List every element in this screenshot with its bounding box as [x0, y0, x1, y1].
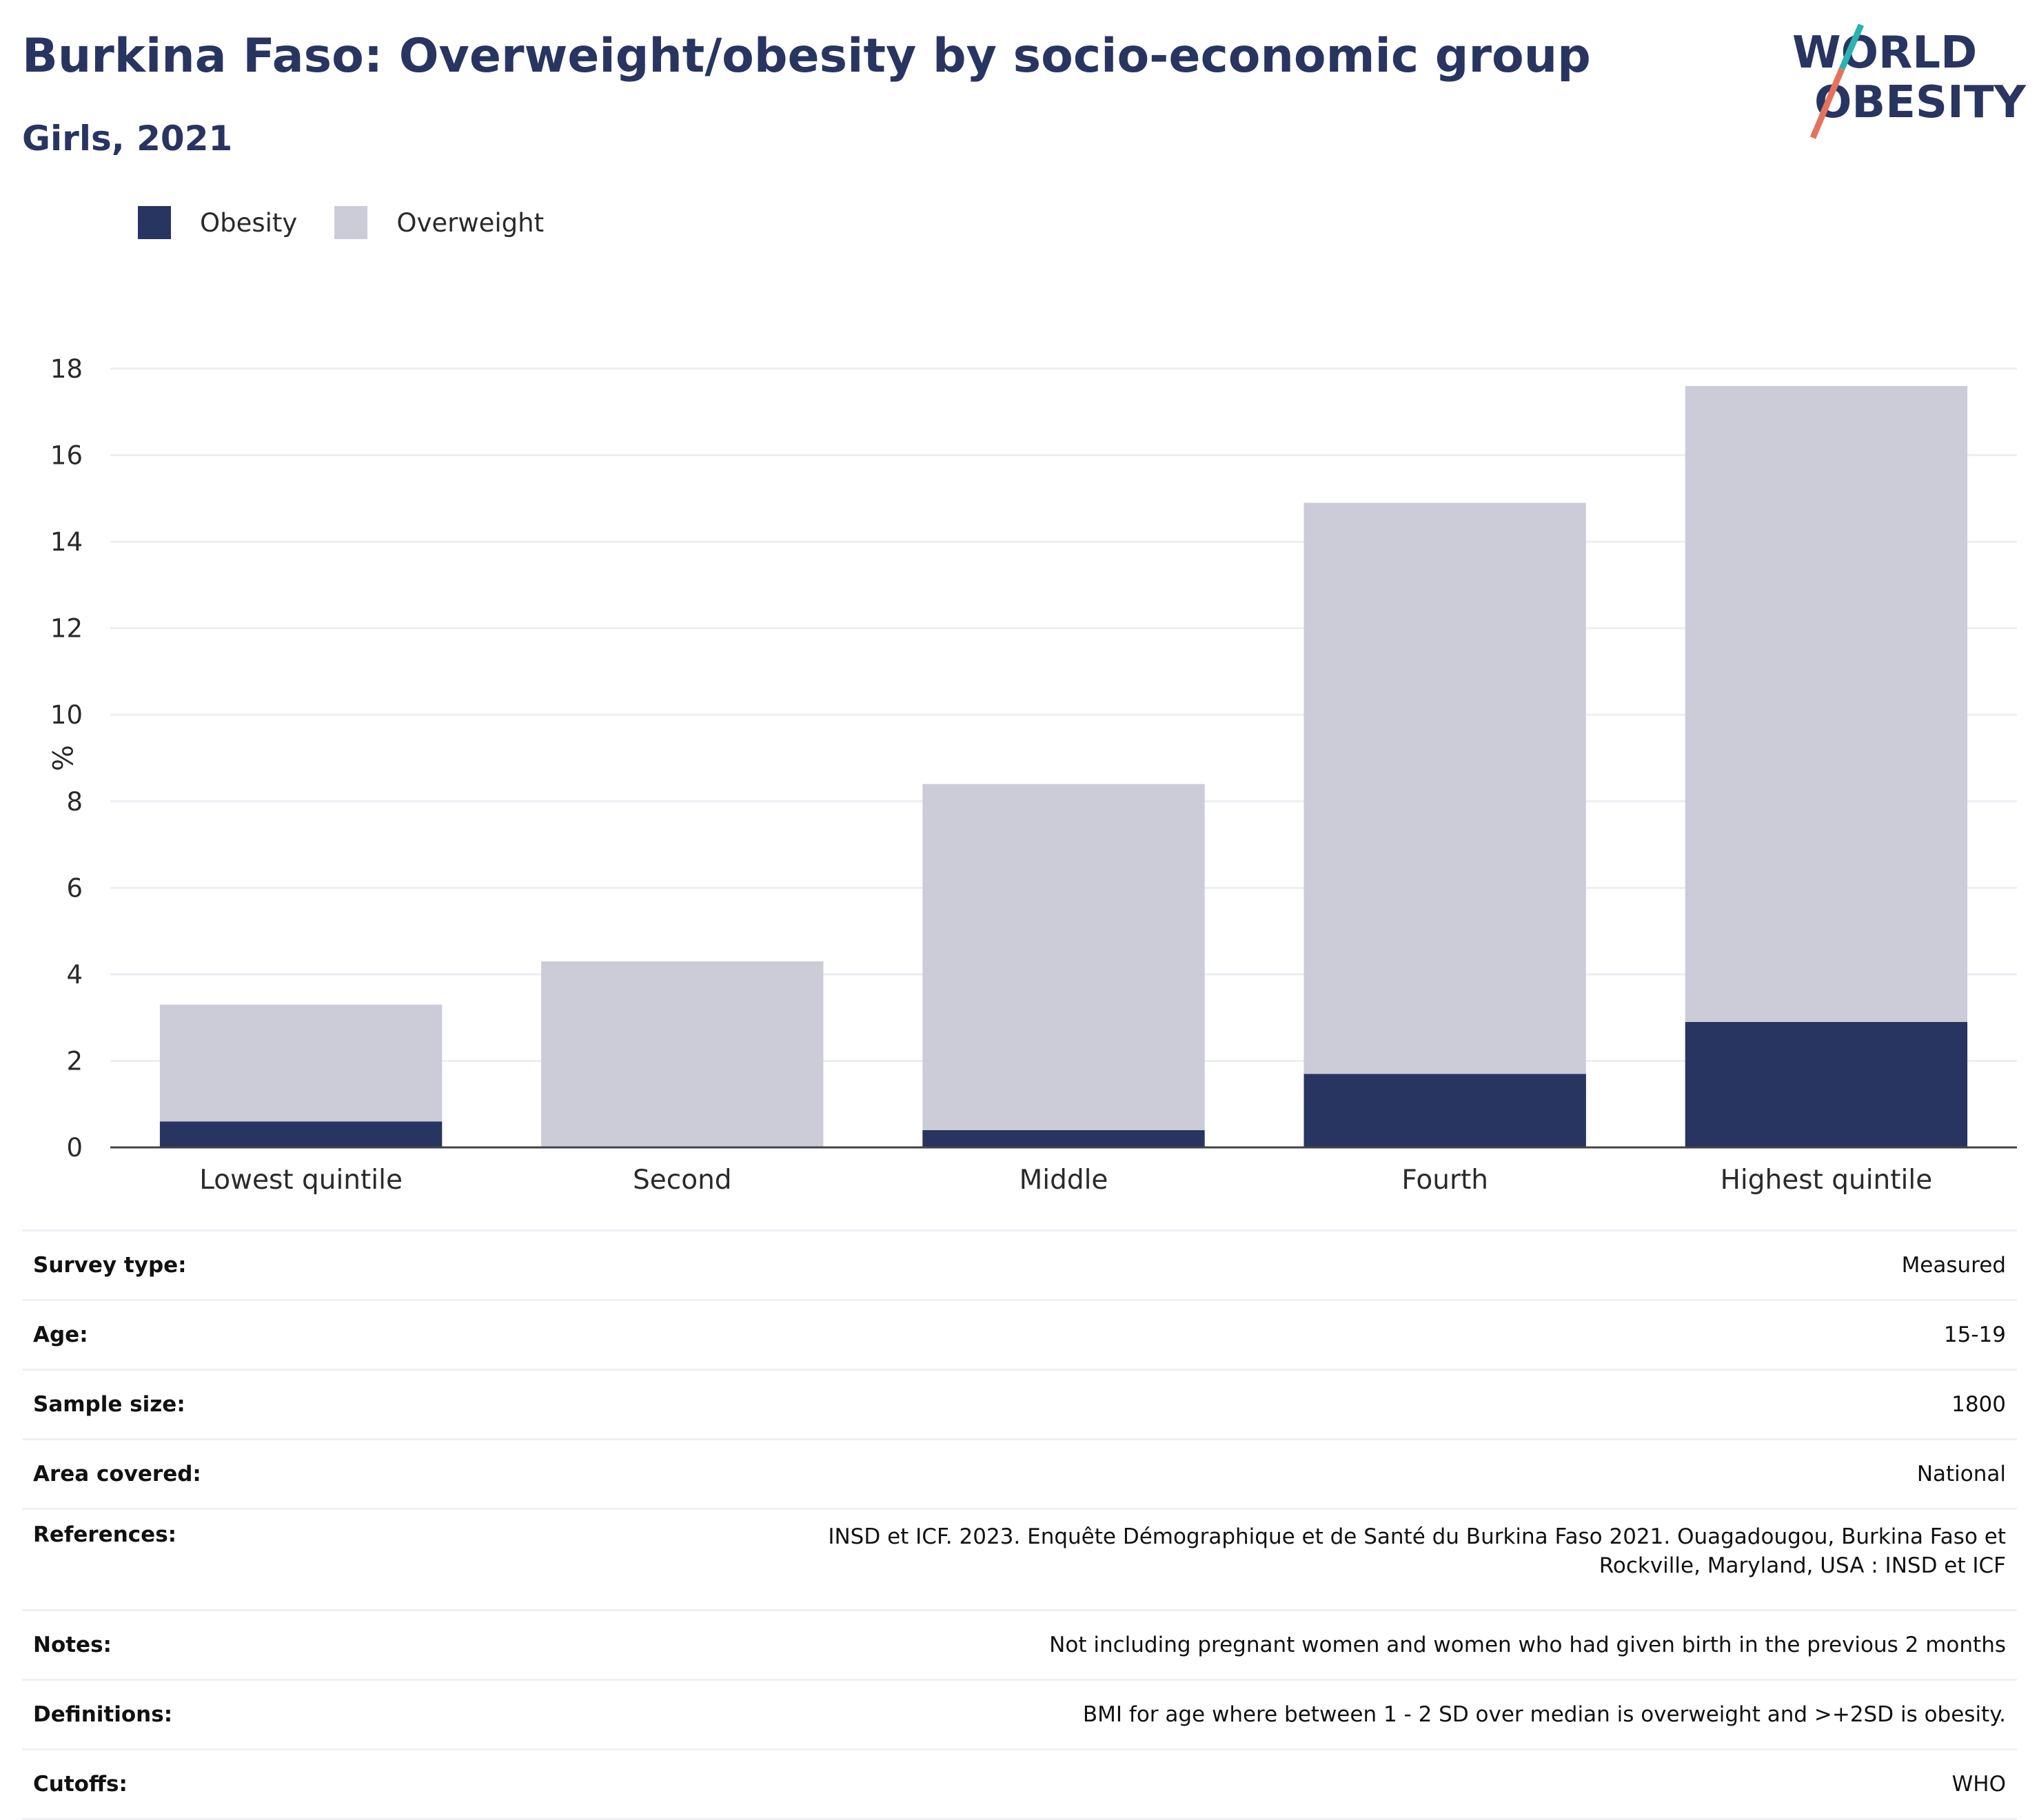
info-row-definitions: Definitions: BMI for age where between 1… [22, 1679, 2017, 1750]
info-value: BMI for age where between 1 - 2 SD over … [1082, 1702, 2006, 1727]
legend-label-overweight: Overweight [396, 207, 545, 238]
svg-text:OBESITY: OBESITY [1814, 77, 2026, 128]
y-tick-label: 0 [66, 1133, 83, 1163]
x-tick-label: Second [633, 1165, 732, 1196]
chart-subtitle: Girls, 2021 [22, 119, 233, 159]
bar-overweight [159, 1004, 443, 1122]
info-label: Area covered: [33, 1462, 201, 1486]
legend-swatch-overweight [334, 206, 368, 239]
chart-legend: Obesity Overweight [138, 204, 581, 241]
info-value: INSD et ICF. 2023. Enquête Démographique… [828, 1524, 2006, 1578]
x-tick-label: Lowest quintile [199, 1165, 403, 1196]
info-label: Definitions: [33, 1702, 173, 1727]
info-row-cutoffs: Cutoffs: WHO [22, 1749, 2017, 1819]
y-tick-label: 16 [50, 441, 83, 471]
y-tick-label: 12 [50, 614, 83, 644]
legend-item-overweight: Overweight [334, 206, 544, 239]
y-axis-label: % [45, 745, 77, 771]
info-label: Notes: [33, 1633, 112, 1657]
bar-overweight [1303, 502, 1586, 1074]
info-label: Cutoffs: [33, 1772, 128, 1797]
y-tick-label: 8 [66, 787, 83, 817]
info-row-area-covered: Area covered: National [22, 1439, 2017, 1509]
info-value: Not including pregnant women and women w… [1049, 1633, 2006, 1657]
y-tick-label: 18 [50, 354, 83, 384]
y-tick-label: 10 [50, 700, 83, 730]
info-row-notes: Notes: Not including pregnant women and … [22, 1610, 2017, 1680]
world-obesity-logo: WORLD OBESITY [1792, 23, 2026, 139]
info-label: References: [33, 1522, 177, 1547]
y-tick-label: 6 [66, 873, 83, 903]
bar-obesity [159, 1121, 443, 1147]
x-tick-label: Highest quintile [1721, 1165, 1933, 1196]
legend-swatch-obesity [138, 206, 171, 239]
info-value: Measured [1901, 1253, 2006, 1278]
info-row-sample-size: Sample size: 1800 [22, 1369, 2017, 1440]
x-tick-label: Fourth [1401, 1165, 1488, 1196]
legend-label-obesity: Obesity [200, 207, 298, 238]
y-tick-label: 14 [50, 527, 83, 557]
bar-overweight [541, 961, 824, 1147]
bar-obesity [1685, 1021, 1968, 1147]
info-label: Sample size: [33, 1392, 185, 1417]
survey-info-table: Survey type: Measured Age: 15-19 Sample … [22, 1229, 2017, 1820]
bar-overweight [1685, 386, 1968, 1022]
y-tick-label: 4 [66, 960, 83, 990]
info-value: WHO [1951, 1772, 2006, 1797]
info-row-survey-type: Survey type: Measured [22, 1230, 2017, 1300]
y-tick-label: 2 [66, 1046, 83, 1076]
info-value: National [1916, 1462, 2006, 1486]
info-label: Survey type: [33, 1253, 187, 1278]
bar-chart: 0 2 4 6 8 10 12 14 16 18% Lowest quintile Second Mid… [45, 354, 2017, 1196]
info-value: 15-19 [1943, 1322, 2006, 1347]
x-tick-label: Middle [1020, 1165, 1108, 1196]
info-row-references: References: INSD et ICF. 2023. Enquête D… [22, 1509, 2017, 1611]
bar-obesity [922, 1129, 1205, 1147]
chart-title: Burkina Faso: Overweight/obesity by soci… [22, 29, 1591, 83]
legend-item-obesity: Obesity [138, 206, 297, 239]
info-value: 1800 [1951, 1392, 2006, 1417]
info-label: Age: [33, 1322, 88, 1347]
bar-overweight [922, 784, 1205, 1130]
info-row-age: Age: 15-19 [22, 1300, 2017, 1370]
svg-text:WORLD: WORLD [1792, 28, 1977, 79]
bar-obesity [1303, 1074, 1586, 1147]
